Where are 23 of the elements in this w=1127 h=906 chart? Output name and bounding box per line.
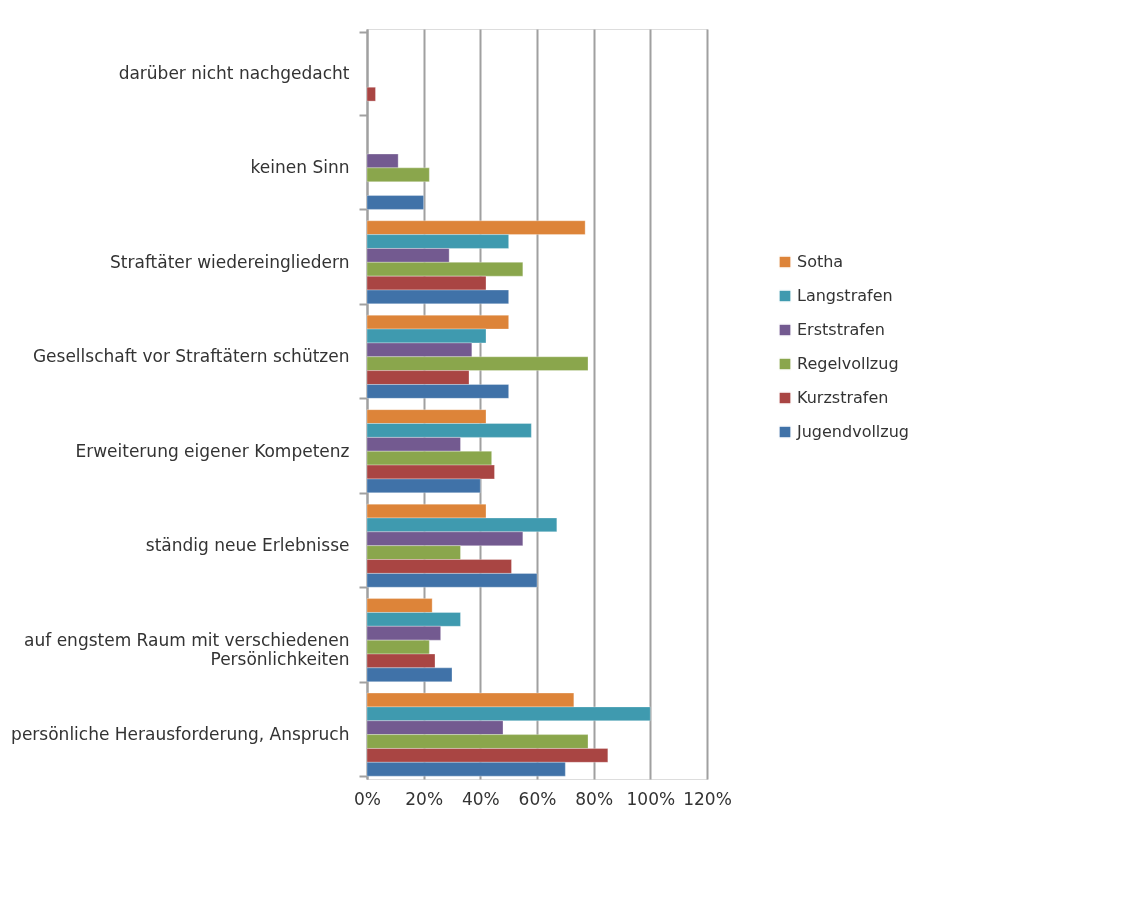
y-tick-label: auf engstem Raum mit verschiedenen Persönlichkeiten [24, 629, 350, 669]
x-tick-label: 0% [354, 788, 381, 809]
y-tick-label: Erweiterung eigener Kompetenz [75, 440, 350, 461]
y-tick-label: persönliche Herausforderung, Anspruch [11, 724, 350, 745]
legend-label: Kurzstrafen [797, 388, 889, 407]
x-tick-label: 120% [683, 788, 732, 809]
x-tick-label: 100% [626, 788, 676, 809]
y-tick-label: darüber nicht nachgedacht [118, 62, 350, 83]
legend-label: Jugendvollzug [796, 422, 909, 441]
bar [366, 195, 424, 210]
y-tick-label: Straftäter wiedereingliedern [110, 251, 350, 272]
x-tick-label: 40% [461, 788, 500, 809]
y-tick-label: keinen Sinn [250, 157, 350, 178]
y-tick-label: ständig neue Erlebnisse [145, 535, 350, 556]
x-tick-label: 60% [518, 788, 557, 809]
legend-label: Langstrafen [797, 286, 893, 305]
x-tick-label: 80% [575, 788, 614, 809]
legend-label: Erststrafen [797, 320, 885, 339]
legend-label: Sotha [797, 252, 844, 271]
x-tick-label: 20% [405, 788, 444, 809]
y-tick-label: Gesellschaft vor Straftätern schützen [32, 346, 350, 367]
legend-label: Regelvollzug [797, 354, 899, 373]
bar [366, 87, 376, 102]
